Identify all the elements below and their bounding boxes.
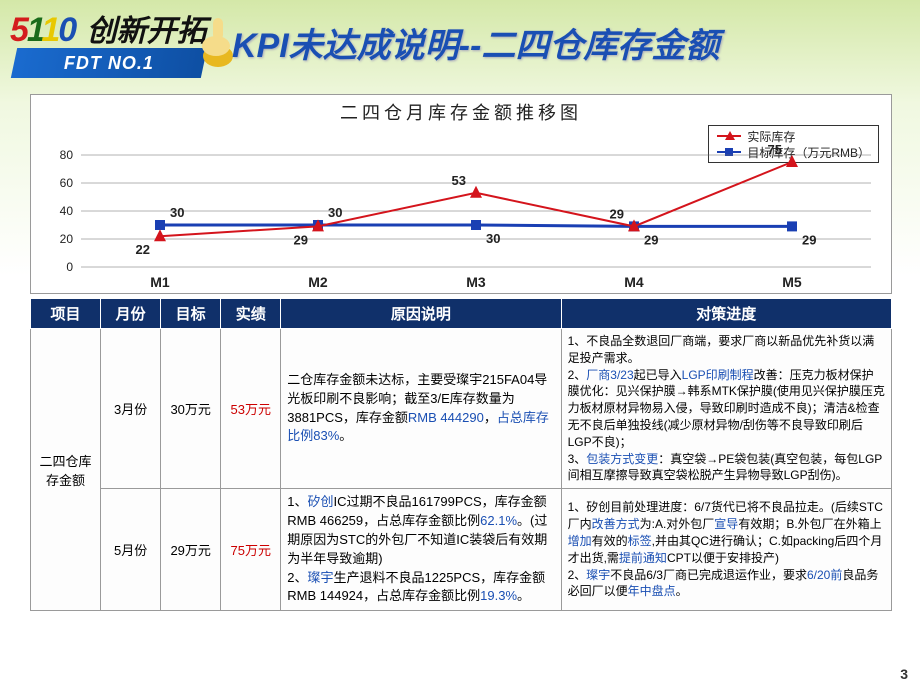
svg-text:29: 29 xyxy=(610,206,624,221)
svg-text:M5: M5 xyxy=(782,274,802,290)
cell-month: 5月份 xyxy=(101,489,161,611)
cell-target: 29万元 xyxy=(161,489,221,611)
svg-text:30: 30 xyxy=(328,205,342,220)
svg-text:20: 20 xyxy=(60,232,74,246)
cell-reason: 二仓库存金额未达标，主要受璨宇215FA04导光板印刷不良影响；截至3/E库存数… xyxy=(281,329,561,489)
svg-text:M4: M4 xyxy=(624,274,644,290)
svg-text:29: 29 xyxy=(644,232,658,247)
svg-text:53: 53 xyxy=(452,173,466,188)
svg-text:80: 80 xyxy=(60,148,74,162)
cell-actual: 53万元 xyxy=(221,329,281,489)
th-month: 月份 xyxy=(101,299,161,329)
svg-text:M2: M2 xyxy=(308,274,328,290)
svg-text:40: 40 xyxy=(60,204,74,218)
table-header-row: 项目 月份 目标 实绩 原因说明 对策进度 xyxy=(31,299,892,329)
th-item: 项目 xyxy=(31,299,101,329)
svg-text:75: 75 xyxy=(768,142,782,157)
table-row: 5月份 29万元 75万元 1、矽创IC过期不良品161799PCS，库存金额R… xyxy=(31,489,892,611)
svg-text:M3: M3 xyxy=(466,274,486,290)
cell-item: 二四仓库存金额 xyxy=(31,329,101,611)
table-row: 二四仓库存金额 3月份 30万元 53万元 二仓库存金额未达标，主要受璨宇215… xyxy=(31,329,892,489)
chart-plot: 0 20 40 60 80 M1 M2 M3 M4 M5 30 30 30 29 29 22 29 53 29 75 xyxy=(31,95,891,293)
logo-5110: 5110 xyxy=(10,11,83,49)
svg-text:60: 60 xyxy=(60,176,74,190)
svg-text:29: 29 xyxy=(294,232,308,247)
th-target: 目标 xyxy=(161,299,221,329)
svg-text:30: 30 xyxy=(486,231,500,246)
cell-action: 1、不良品全数退回厂商端，要求厂商以新品优先补货以满足投产需求。2、厂商3/23… xyxy=(561,329,891,489)
svg-text:22: 22 xyxy=(136,242,150,257)
svg-text:30: 30 xyxy=(170,205,184,220)
cell-actual: 75万元 xyxy=(221,489,281,611)
cell-month: 3月份 xyxy=(101,329,161,489)
logo-chinese: 创新开拓 xyxy=(87,15,207,48)
th-reason: 原因说明 xyxy=(281,299,561,329)
chart-container: 二四仓月库存金额推移图 实际库存 目标库存（万元RMB） 020406080M1… xyxy=(30,94,892,294)
logo-area: 5110 创新开拓 xyxy=(10,6,207,50)
cell-reason: 1、矽创IC过期不良品161799PCS，库存金额RMB 466259，占总库存… xyxy=(281,489,561,611)
th-action: 对策进度 xyxy=(561,299,891,329)
svg-text:0: 0 xyxy=(66,260,73,274)
fdt-text: FDT NO.1 xyxy=(64,53,154,74)
cell-action: 1、矽创目前处理进度：6/7货代已将不良品拉走。(后续STC厂内改善方式为:A.… xyxy=(561,489,891,611)
page-number: 3 xyxy=(900,666,908,682)
cell-target: 30万元 xyxy=(161,329,221,489)
svg-text:M1: M1 xyxy=(150,274,170,290)
th-actual: 实绩 xyxy=(221,299,281,329)
svg-text:29: 29 xyxy=(802,232,816,247)
fdt-banner: FDT NO.1 xyxy=(11,48,207,78)
page-title: KPI未达成说明--二四仓库存金额 xyxy=(232,18,719,67)
data-table: 项目 月份 目标 实绩 原因说明 对策进度 二四仓库存金额 3月份 30万元 5… xyxy=(30,298,892,611)
